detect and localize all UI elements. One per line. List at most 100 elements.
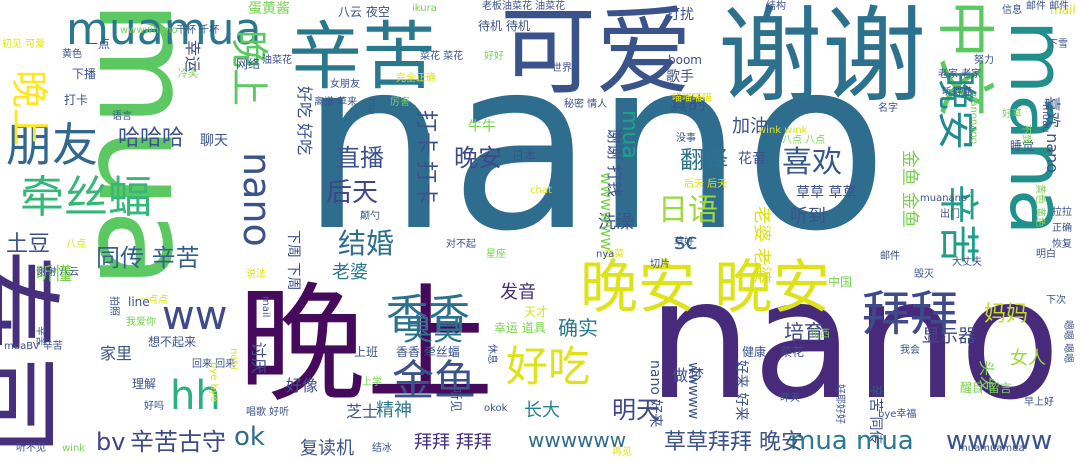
word-nano-vertical: nano <box>235 152 279 247</box>
word-line: line <box>128 295 150 309</box>
word-bye-bye: bye bye <box>208 362 219 403</box>
word-muamua: muamua <box>66 4 262 55</box>
word-sc: sc <box>674 230 698 255</box>
word-ikura: ikura <box>412 3 437 14</box>
word-nano-lower: nano <box>647 244 1061 437</box>
word-xinxi: 信息 <box>1002 5 1022 16</box>
word-youjian-youjian: 邮件 邮件 <box>1026 1 1070 12</box>
word-wwwww-bottom: wwwww <box>946 426 1053 456</box>
word-wohui: 我会 <box>900 345 920 356</box>
word-xiexie-bayun: 谢谢 八云 <box>36 267 80 278</box>
word-xingyun: 幸运 <box>183 40 202 73</box>
word-ww: ww <box>162 293 228 339</box>
word-xingyun-daoju: 幸运 道具 <box>494 321 546 335</box>
word-youcaihua: 油菜花 <box>262 55 292 66</box>
word-shijie: 世界 <box>552 63 572 74</box>
word-lengxiao: 冷笑 <box>178 69 198 80</box>
word-jiegou: 结构 <box>766 1 786 12</box>
word-tudou: 土豆 <box>6 232 51 257</box>
word-caihua: 菜花 <box>780 345 805 359</box>
word-darao: 打扰 <box>666 7 694 23</box>
word-wwwww-vertical: wwwww <box>685 362 701 420</box>
word-badian: 八点 <box>66 239 86 250</box>
word-xihuan: 喜欢 <box>782 145 842 180</box>
word-xinku-tongchuan: 辛苦 同传 <box>867 384 883 445</box>
word-baibai: 拜拜 <box>862 286 959 342</box>
word-lihai: 厉害 <box>390 97 410 108</box>
word-xinku: 辛苦 <box>288 14 436 100</box>
word-fuduji: 复读机 <box>300 438 354 459</box>
word-yidiandian: 一点点 <box>138 295 168 306</box>
word-wangluo: 网络 <box>236 57 261 71</box>
word-shangban: 上班 <box>354 345 379 359</box>
word-nvpengyou: 女朋友 <box>330 79 360 90</box>
word-caocao-caocao: 草草 草草 <box>796 185 857 201</box>
word-queshi: 确实 <box>558 316 598 340</box>
word-jiayou: 加油 <box>732 116 768 137</box>
word-riyu: 日语 <box>658 193 718 228</box>
word-huangse: 黄色 <box>62 49 82 60</box>
word-jiali: 家里 <box>100 344 133 363</box>
word-duibuqi: 对不起 <box>446 239 476 250</box>
word-baibai-baibai: 拜拜 拜拜 <box>414 432 492 453</box>
word-lijie: 理解 <box>132 377 157 391</box>
word-daiji-daiji: 待机 待机 <box>478 19 530 33</box>
word-huayin: 花音 <box>738 151 766 167</box>
word-niu: niu <box>366 98 377 114</box>
word-wink: wink <box>62 443 86 454</box>
word-haohao: 好好 <box>484 51 504 62</box>
word-wanshang-big: 晚上 <box>238 271 495 420</box>
word-houtian: 后天 <box>326 178 379 208</box>
word-mingzi: 名字 <box>878 103 898 114</box>
word-meishi: 没事 <box>676 133 696 144</box>
word-haoma: 好吗 <box>144 401 164 412</box>
word-keai: 可爱 <box>500 0 692 108</box>
word-jinyu: 金鱼 <box>392 356 477 405</box>
word-chouchou: 臭臭 <box>403 313 463 348</box>
word-boom: boom <box>668 53 702 67</box>
word-miaomiaomiaomiao: 喵喵喵喵 <box>672 93 712 104</box>
word-huifu: 恢复 <box>1052 239 1072 250</box>
word-haochi: 好吃 <box>506 342 591 391</box>
word-baicai: 白菜 <box>604 249 624 260</box>
word-xiazhou-xiazhou: 下周 下周 <box>285 230 301 291</box>
word-nya: nya <box>596 249 615 260</box>
word-caocao-baibai-wanan: 草草拜拜 晚安 <box>664 430 803 455</box>
word-tiancai: 天才 <box>524 305 549 319</box>
word-changge-haoting: 唱歌 好听 <box>246 407 290 418</box>
word-yuyan: 语言 <box>112 111 132 122</box>
word-wink-wink: wink wink <box>758 125 808 136</box>
word-muamuamua: muamuamua <box>958 443 1025 454</box>
word-wwwwww-bottom: wwwwww <box>528 428 627 452</box>
word-xingzuo: 星座 <box>486 249 506 260</box>
word-zuotian: 昨天 <box>780 393 800 404</box>
word-wanshang-left: 晚上 <box>7 70 51 147</box>
word-taoyan: 讨厌 <box>249 342 268 375</box>
word-jiebing: 结冰 <box>372 443 392 454</box>
word-yidian: 一点 <box>86 37 111 51</box>
word-badian-badian: 八点 八点 <box>782 135 826 146</box>
word-budao: 不到 <box>1020 124 1031 144</box>
word-nano-haolai: nano 好来 <box>647 360 663 428</box>
word-fanyi: 翻译 <box>680 146 728 174</box>
word-mail-vertical: mail <box>260 296 271 318</box>
word-qianbei-qianbei: 千杯 千杯 <box>176 25 220 36</box>
word-nano-main: nano <box>300 8 889 283</box>
word-bv: bv <box>96 428 126 456</box>
word-wanquanzhengque: 完全正确 <box>396 73 436 84</box>
word-xiexie: 谢谢 <box>718 0 927 117</box>
word-tingjian: 听见 <box>449 388 463 413</box>
word-houtian-houtian: 后天 后天 <box>684 179 728 190</box>
word-dongxi: 东西 <box>810 329 830 340</box>
word-chujian-keai: 初见 可爱 <box>2 39 46 50</box>
word-chat: chat <box>530 185 552 196</box>
word-huilai-huilai: 回来 回来 <box>192 359 236 370</box>
word-jingshen: 精神 <box>376 400 412 421</box>
word-niuniu: 牛牛 <box>468 119 496 135</box>
word-xiuxi: 休息 <box>486 344 497 364</box>
word-xiaci: 下次 <box>1046 295 1066 306</box>
word-mua-mua: mua mua <box>790 426 914 456</box>
word-shuofa: 说法 <box>246 269 266 280</box>
word-laopo: 老婆 <box>332 262 368 283</box>
